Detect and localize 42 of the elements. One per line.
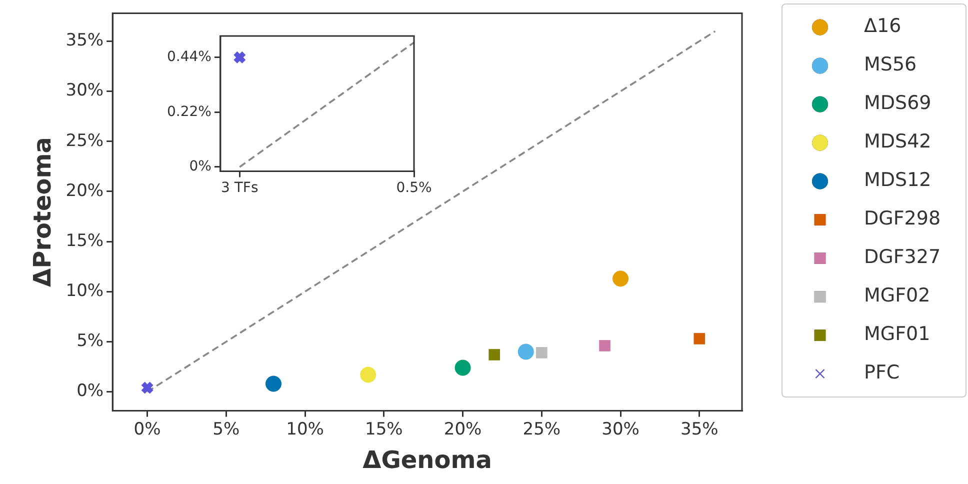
legend-label: MDS42 bbox=[864, 130, 932, 153]
legend-label: MDS69 bbox=[864, 92, 932, 114]
x-tick-label: 0.5% bbox=[396, 180, 432, 196]
y-tick-label: 0% bbox=[189, 158, 212, 175]
point bbox=[612, 270, 629, 287]
y-tick-label: 0% bbox=[76, 381, 104, 402]
legend-label: MDS12 bbox=[864, 169, 932, 192]
x-tick-label: 3 TFs bbox=[221, 180, 258, 196]
legend-label: Δ16 bbox=[864, 15, 902, 38]
point bbox=[360, 366, 376, 383]
y-tick-label: 0.44% bbox=[166, 49, 212, 66]
y-tick-label: 5% bbox=[76, 331, 104, 352]
y-tick-label: 10% bbox=[66, 281, 104, 302]
point bbox=[536, 347, 548, 358]
y-tick-label: 30% bbox=[66, 80, 104, 101]
x-tick-label: 10% bbox=[286, 419, 324, 440]
point bbox=[599, 340, 610, 352]
point bbox=[454, 360, 471, 376]
point bbox=[265, 376, 282, 392]
x-tick-label: 0% bbox=[134, 419, 161, 440]
legend-label: MGF01 bbox=[864, 323, 930, 346]
x-tick-label: 35% bbox=[680, 419, 718, 440]
legend-label: PFC bbox=[864, 362, 900, 384]
x-tick-label: 20% bbox=[444, 419, 482, 440]
point bbox=[140, 381, 154, 395]
x-tick-label: 15% bbox=[365, 419, 403, 440]
point bbox=[488, 349, 500, 360]
y-tick-label: 15% bbox=[66, 230, 104, 251]
legend-label: DGF298 bbox=[864, 208, 941, 230]
x-tick-label: 25% bbox=[522, 419, 561, 440]
y-tick-label: 0.22% bbox=[166, 104, 212, 120]
point bbox=[518, 344, 534, 360]
y-axis-title: ΔProteoma bbox=[28, 137, 57, 287]
y-tick-label: 25% bbox=[66, 130, 104, 151]
x-tick-label: 5% bbox=[212, 419, 240, 440]
legend-label: MS56 bbox=[864, 54, 917, 76]
point bbox=[694, 333, 706, 344]
legend-label: MGF02 bbox=[864, 284, 930, 307]
legend-label: DGF327 bbox=[864, 246, 941, 268]
x-tick-label: 30% bbox=[602, 419, 640, 440]
y-tick-label: 35% bbox=[66, 30, 104, 51]
x-axis-title: ΔGenoma bbox=[362, 446, 492, 474]
